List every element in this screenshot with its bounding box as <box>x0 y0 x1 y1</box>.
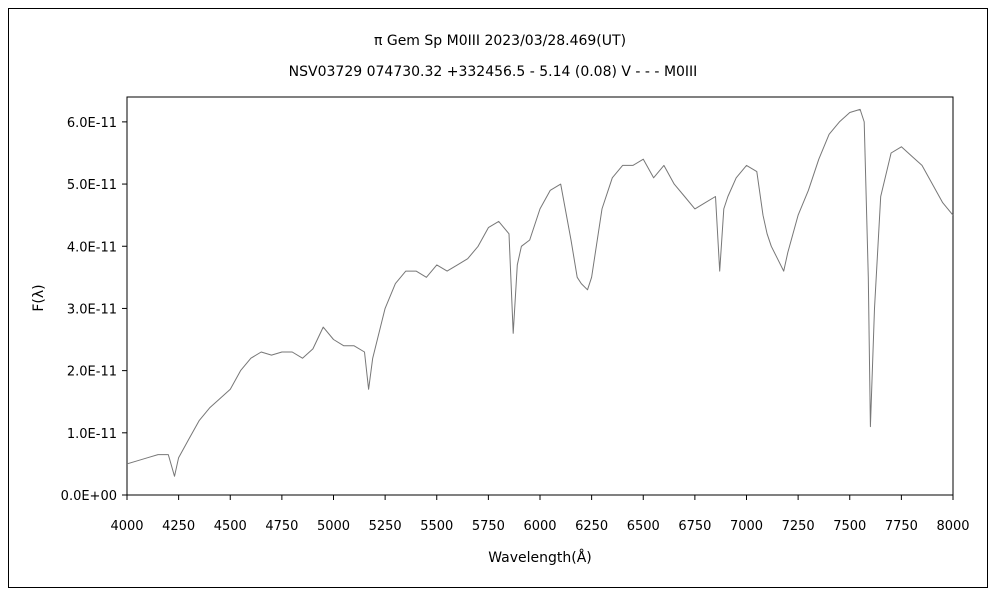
x-tick-label: 4000 <box>110 519 143 534</box>
y-tick-label: 0.0E+00 <box>61 489 117 504</box>
y-tick-label: 4.0E-11 <box>67 240 117 255</box>
y-tick-label: 1.0E-11 <box>67 427 117 442</box>
x-tick-label: 4750 <box>265 519 298 534</box>
x-tick-label: 7500 <box>833 519 866 534</box>
x-tick-label: 7000 <box>730 519 763 534</box>
y-axis-label: F(λ) <box>31 284 47 311</box>
x-tick-label: 6500 <box>627 519 660 534</box>
y-tick-label: 3.0E-11 <box>67 302 117 317</box>
y-tick-label: 6.0E-11 <box>67 116 117 131</box>
x-tick-label: 4500 <box>214 519 247 534</box>
x-axis-label: Wavelength(Å) <box>488 549 592 566</box>
y-tick-label: 5.0E-11 <box>67 178 117 193</box>
x-tick-label: 5750 <box>472 519 505 534</box>
x-tick-label: 5250 <box>369 519 402 534</box>
chart-subtitle: NSV03729 074730.32 +332456.5 - 5.14 (0.0… <box>289 64 698 80</box>
x-tick-label: 8000 <box>936 519 969 534</box>
x-tick-label: 6750 <box>678 519 711 534</box>
plot-area <box>126 96 954 496</box>
chart-frame <box>8 8 988 588</box>
x-tick-label: 6250 <box>575 519 608 534</box>
axis-ticks: 4000 4250 4500 4750 5000 5250 5500 5750 6000 6250… <box>61 116 970 534</box>
x-tick-label: 5000 <box>317 519 350 534</box>
x-tick-label: 7750 <box>885 519 918 534</box>
y-tick-label: 2.0E-11 <box>67 365 117 380</box>
x-tick-label: 6000 <box>523 519 556 534</box>
chart-title: π Gem Sp M0III 2023/03/28.469(UT) <box>374 33 626 49</box>
spectrum-line <box>126 108 954 477</box>
x-tick-label: 4250 <box>162 519 195 534</box>
x-tick-label: 5500 <box>420 519 453 534</box>
x-tick-label: 7250 <box>782 519 815 534</box>
